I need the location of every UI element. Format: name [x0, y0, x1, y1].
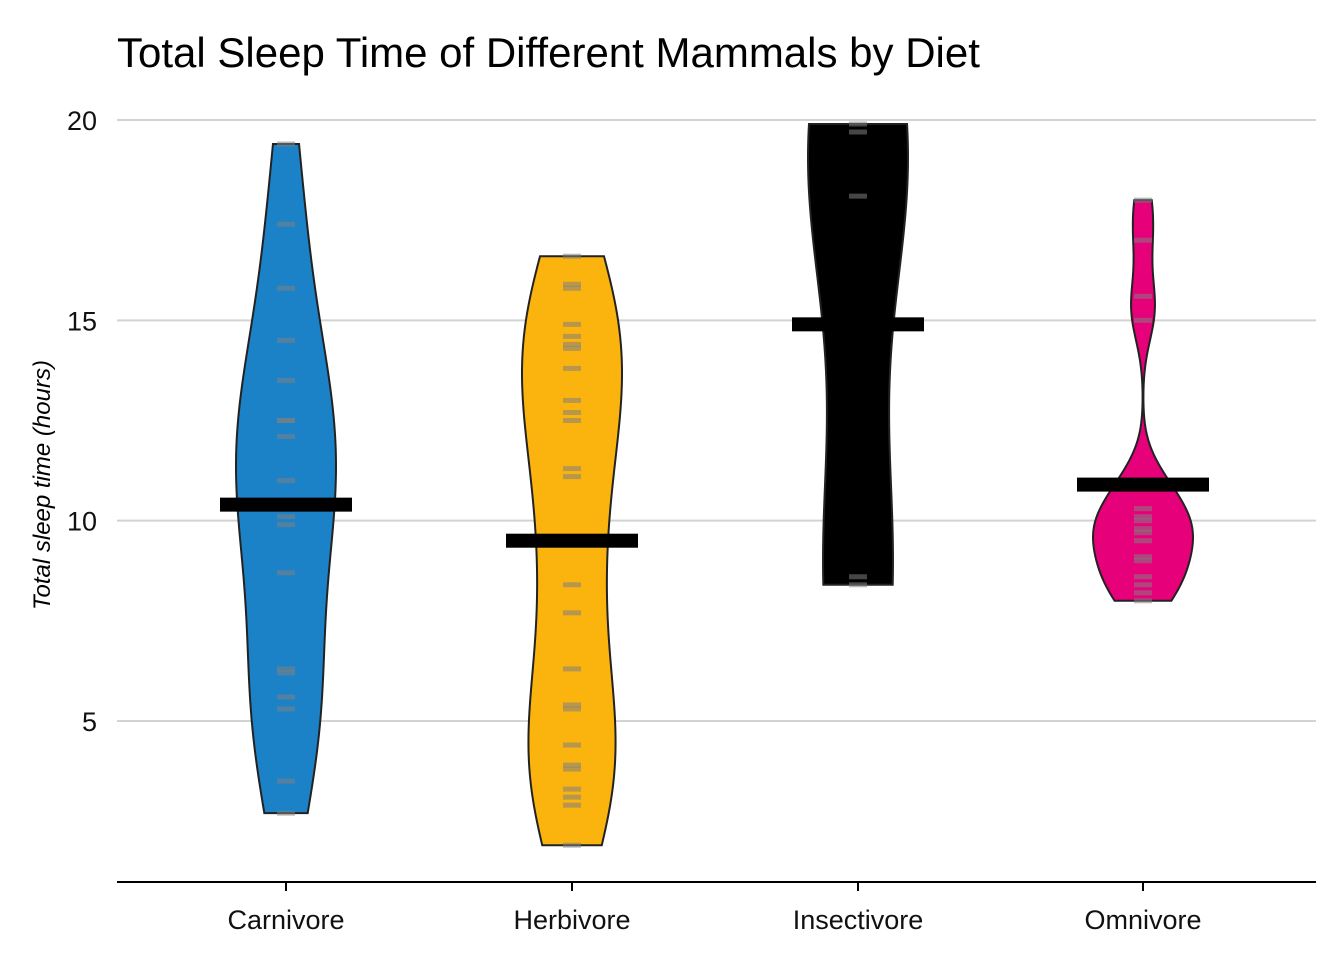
data-point	[1134, 598, 1152, 604]
data-point	[277, 694, 295, 700]
data-point	[277, 141, 295, 147]
data-point	[277, 418, 295, 423]
data-point	[277, 377, 295, 383]
data-point	[1134, 554, 1152, 560]
data-point	[277, 285, 295, 291]
data-point	[563, 285, 581, 291]
data-point	[563, 842, 581, 848]
data-point	[1134, 582, 1152, 588]
data-point	[563, 466, 581, 472]
data-point	[1134, 590, 1152, 596]
y-axis-label: Total sleep time (hours)	[29, 360, 56, 610]
data-point	[563, 345, 581, 351]
data-point	[563, 333, 581, 339]
data-point	[563, 742, 581, 748]
data-point	[277, 478, 295, 484]
data-point	[563, 786, 581, 792]
violins	[220, 121, 1209, 848]
chart-title: Total Sleep Time of Different Mammals by…	[117, 29, 980, 76]
x-tick-label-carnivore: Carnivore	[227, 905, 344, 935]
data-point	[1134, 506, 1152, 512]
axes: 5 10 15 20 Carnivore Herbivore Insectivore Omni…	[67, 106, 1316, 935]
data-point	[563, 253, 581, 259]
data-point	[277, 434, 295, 440]
y-tick-label: 10	[67, 507, 97, 537]
data-point	[277, 221, 295, 227]
data-point	[563, 409, 581, 415]
data-point	[1134, 558, 1152, 564]
median-mark-carnivore	[220, 497, 352, 512]
x-tick-label-omnivore: Omnivore	[1084, 905, 1201, 935]
data-point	[1134, 526, 1152, 532]
data-point	[849, 129, 867, 135]
data-point	[1134, 518, 1152, 524]
data-point	[563, 802, 581, 808]
data-point	[563, 706, 581, 712]
data-point	[277, 670, 295, 676]
violin-herbivore	[520, 255, 624, 847]
data-point	[563, 610, 581, 616]
data-point	[1134, 197, 1152, 203]
data-point	[1134, 530, 1152, 536]
data-point	[277, 810, 295, 816]
data-point	[1134, 514, 1152, 520]
y-tick-label: 5	[82, 707, 97, 737]
data-point	[277, 522, 295, 528]
data-point	[849, 121, 867, 127]
x-tick-label-insectivore: Insectivore	[793, 905, 924, 935]
data-point	[1134, 237, 1152, 243]
data-point	[563, 794, 581, 800]
data-point	[849, 582, 867, 588]
data-point	[563, 766, 581, 772]
median-mark-herbivore	[506, 533, 638, 548]
x-tick-label-herbivore: Herbivore	[513, 905, 630, 935]
data-point	[277, 706, 295, 712]
data-point	[277, 514, 295, 520]
data-point	[563, 418, 581, 423]
y-tick-label: 20	[67, 106, 97, 136]
data-point	[563, 582, 581, 588]
y-tick-label: 15	[67, 306, 97, 336]
data-point	[563, 702, 581, 708]
data-point	[563, 666, 581, 672]
data-point	[1134, 538, 1152, 544]
data-point	[277, 337, 295, 343]
data-point	[277, 666, 295, 672]
data-point	[563, 762, 581, 768]
data-point	[563, 321, 581, 327]
violin-insectivore	[807, 123, 909, 586]
data-point	[849, 574, 867, 580]
data-point	[1134, 317, 1152, 323]
median-mark-omnivore	[1077, 477, 1209, 492]
data-point	[1134, 293, 1152, 299]
data-point	[1134, 574, 1152, 580]
data-point	[849, 193, 867, 199]
median-mark-insectivore	[792, 317, 924, 332]
data-point	[563, 397, 581, 403]
data-point	[563, 474, 581, 480]
data-point	[563, 281, 581, 287]
data-point	[277, 778, 295, 784]
data-point	[563, 341, 581, 347]
data-point	[563, 365, 581, 371]
data-point	[277, 570, 295, 576]
